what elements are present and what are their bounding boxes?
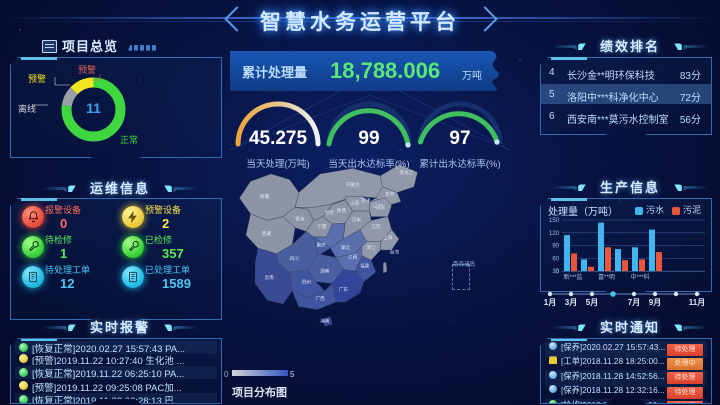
- svg-text:福建: 福建: [360, 263, 370, 270]
- svg-text:陕西: 陕西: [337, 207, 347, 214]
- svg-text:新***监: 新***监: [563, 273, 582, 281]
- svg-text:湖南: 湖南: [320, 267, 330, 274]
- svg-text:广西: 广西: [316, 295, 326, 302]
- svg-text:吉林: 吉林: [385, 190, 395, 197]
- svg-text:山东: 山东: [376, 204, 386, 211]
- svg-text:新疆: 新疆: [260, 193, 270, 200]
- svg-text:7月: 7月: [628, 298, 640, 307]
- svg-text:3月: 3月: [565, 298, 577, 307]
- svg-text:120: 120: [549, 231, 560, 237]
- svg-text:江苏: 江苏: [371, 223, 381, 230]
- svg-text:1月: 1月: [544, 298, 556, 307]
- svg-text:5月: 5月: [586, 298, 598, 307]
- svg-text:湖北: 湖北: [341, 244, 351, 251]
- svg-text:上海: 上海: [383, 234, 393, 241]
- svg-text:四川: 四川: [290, 256, 300, 261]
- svg-text:90: 90: [552, 244, 559, 250]
- svg-text:山西: 山西: [350, 200, 360, 207]
- svg-text:9月: 9月: [649, 298, 661, 307]
- svg-text:贵州: 贵州: [302, 278, 312, 285]
- svg-text:广东: 广东: [339, 286, 349, 293]
- svg-text:60: 60: [552, 256, 559, 262]
- svg-text:宁夏: 宁夏: [317, 223, 327, 229]
- svg-text:中***科: 中***科: [630, 273, 649, 281]
- svg-text:150: 150: [549, 218, 560, 224]
- svg-text:京津: 京津: [361, 197, 371, 204]
- svg-text:重庆: 重庆: [316, 241, 326, 248]
- svg-text:青海: 青海: [295, 215, 305, 222]
- svg-text:河南: 河南: [352, 216, 362, 222]
- svg-text:甘肃: 甘肃: [325, 209, 335, 216]
- svg-text:浙江: 浙江: [367, 244, 377, 251]
- svg-text:0: 0: [556, 270, 560, 276]
- svg-text:海南: 海南: [320, 317, 330, 324]
- svg-text:富**明: 富**明: [598, 273, 615, 281]
- svg-text:西藏: 西藏: [262, 230, 272, 237]
- svg-text:云南: 云南: [264, 274, 274, 281]
- svg-text:11月: 11月: [689, 298, 705, 307]
- svg-text:内蒙古: 内蒙古: [346, 181, 360, 188]
- svg-text:台湾: 台湾: [390, 249, 400, 256]
- svg-text:江西: 江西: [348, 253, 358, 260]
